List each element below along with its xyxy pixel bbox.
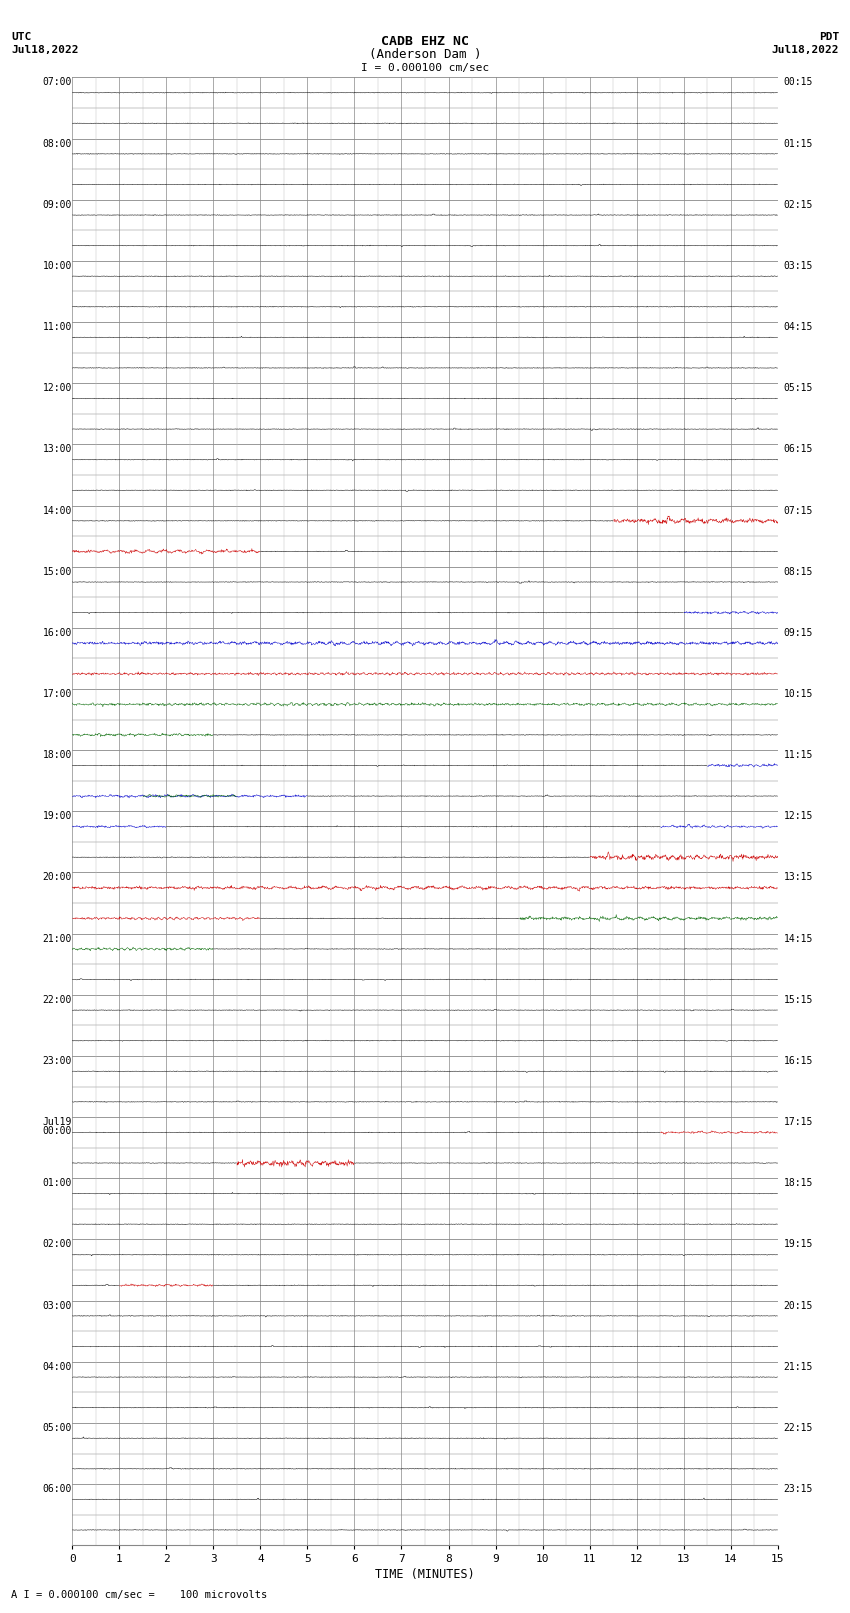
Text: (Anderson Dam ): (Anderson Dam ): [369, 48, 481, 61]
Text: Jul19
00:00: Jul19 00:00: [42, 1118, 72, 1136]
Text: 04:00: 04:00: [42, 1361, 72, 1371]
Text: 23:00: 23:00: [42, 1057, 72, 1066]
Text: 13:15: 13:15: [784, 873, 813, 882]
Text: 11:15: 11:15: [784, 750, 813, 760]
Text: 02:00: 02:00: [42, 1239, 72, 1250]
Text: 12:15: 12:15: [784, 811, 813, 821]
Text: 04:15: 04:15: [784, 323, 813, 332]
Text: 17:15: 17:15: [784, 1118, 813, 1127]
Text: 20:00: 20:00: [42, 873, 72, 882]
Text: CADB EHZ NC: CADB EHZ NC: [381, 35, 469, 48]
Text: 08:15: 08:15: [784, 566, 813, 577]
Text: 23:15: 23:15: [784, 1484, 813, 1494]
Text: 14:15: 14:15: [784, 934, 813, 944]
Text: 15:00: 15:00: [42, 566, 72, 577]
Text: 19:15: 19:15: [784, 1239, 813, 1250]
Text: 16:00: 16:00: [42, 627, 72, 637]
Text: 21:00: 21:00: [42, 934, 72, 944]
Text: 12:00: 12:00: [42, 384, 72, 394]
Text: 02:15: 02:15: [784, 200, 813, 210]
Text: 18:00: 18:00: [42, 750, 72, 760]
Text: 01:00: 01:00: [42, 1177, 72, 1189]
Text: I = 0.000100 cm/sec: I = 0.000100 cm/sec: [361, 63, 489, 73]
Text: 21:15: 21:15: [784, 1361, 813, 1371]
Text: 09:00: 09:00: [42, 200, 72, 210]
Text: 19:00: 19:00: [42, 811, 72, 821]
Text: 09:15: 09:15: [784, 627, 813, 637]
Text: 06:00: 06:00: [42, 1484, 72, 1494]
Text: 07:15: 07:15: [784, 505, 813, 516]
Text: 22:00: 22:00: [42, 995, 72, 1005]
Text: 14:00: 14:00: [42, 505, 72, 516]
Text: 20:15: 20:15: [784, 1300, 813, 1311]
Text: 07:00: 07:00: [42, 77, 72, 87]
Text: UTC: UTC: [11, 32, 31, 42]
Text: PDT: PDT: [819, 32, 839, 42]
Text: 03:15: 03:15: [784, 261, 813, 271]
Text: 08:00: 08:00: [42, 139, 72, 148]
Text: 10:15: 10:15: [784, 689, 813, 698]
Text: 11:00: 11:00: [42, 323, 72, 332]
Text: 22:15: 22:15: [784, 1423, 813, 1432]
Text: 05:15: 05:15: [784, 384, 813, 394]
Text: Jul18,2022: Jul18,2022: [772, 45, 839, 55]
Text: 06:15: 06:15: [784, 444, 813, 455]
Text: Jul18,2022: Jul18,2022: [11, 45, 78, 55]
Text: 01:15: 01:15: [784, 139, 813, 148]
Text: 15:15: 15:15: [784, 995, 813, 1005]
Text: 00:15: 00:15: [784, 77, 813, 87]
Text: 10:00: 10:00: [42, 261, 72, 271]
X-axis label: TIME (MINUTES): TIME (MINUTES): [375, 1568, 475, 1581]
Text: A I = 0.000100 cm/sec =    100 microvolts: A I = 0.000100 cm/sec = 100 microvolts: [11, 1590, 267, 1600]
Text: 17:00: 17:00: [42, 689, 72, 698]
Text: 05:00: 05:00: [42, 1423, 72, 1432]
Text: 03:00: 03:00: [42, 1300, 72, 1311]
Text: 13:00: 13:00: [42, 444, 72, 455]
Text: 18:15: 18:15: [784, 1177, 813, 1189]
Text: 16:15: 16:15: [784, 1057, 813, 1066]
